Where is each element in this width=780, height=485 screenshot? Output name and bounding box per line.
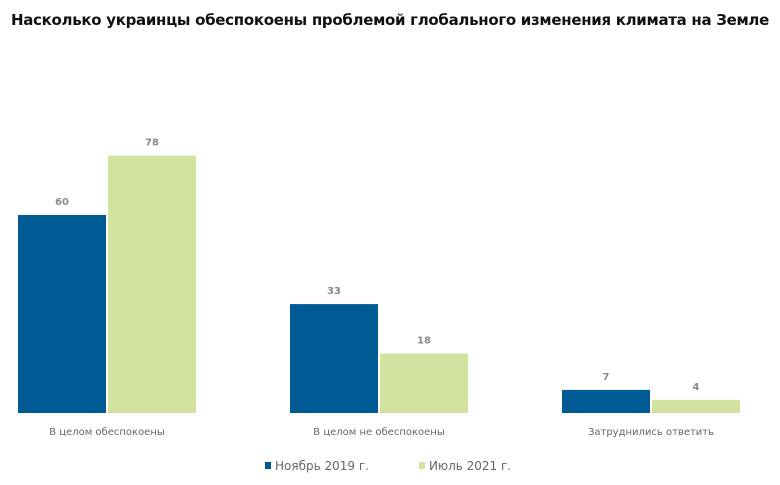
data-label: 33 (327, 286, 341, 297)
bar (108, 155, 196, 413)
bar (652, 399, 740, 413)
bar (562, 389, 650, 413)
data-label: 7 (603, 372, 610, 383)
legend-swatch (419, 462, 425, 469)
legend-label: Ноябрь 2019 г. (275, 459, 369, 473)
bar (380, 353, 468, 413)
data-label: 78 (145, 138, 159, 149)
category-label: Затруднились ответить (588, 427, 714, 438)
chart-title: Насколько украинцы обеспокоены проблемой… (10, 11, 769, 29)
legend-label: Июль 2021 г. (429, 459, 511, 473)
legend-swatch (265, 462, 271, 469)
bar (18, 215, 106, 413)
bar (290, 304, 378, 413)
category-label: В целом не обеспокоены (313, 427, 444, 438)
data-label: 18 (417, 336, 431, 347)
data-label: 60 (55, 197, 69, 208)
category-label: В целом обеспокоены (49, 427, 165, 438)
data-label: 4 (693, 382, 700, 393)
